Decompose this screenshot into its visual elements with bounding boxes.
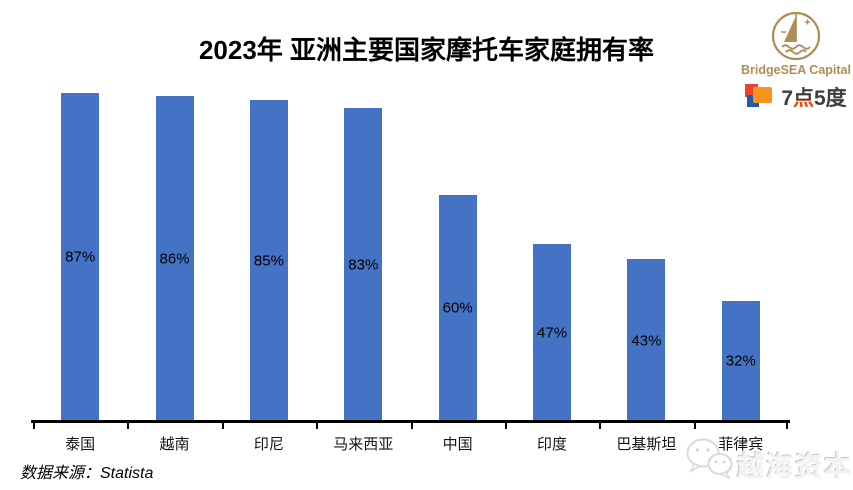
bar-马来西亚: 83% <box>344 107 383 422</box>
x-axis-label-印度: 印度 <box>537 436 568 453</box>
bridgesea-wordmark: BridgeSEA Capital <box>741 63 851 77</box>
bar-泰国: 87% <box>61 92 100 422</box>
bar-value-label: 43% <box>631 332 662 350</box>
bar-印度: 47% <box>533 244 572 422</box>
x-axis-label-泰国: 泰国 <box>65 436 96 453</box>
x-axis-label-越南: 越南 <box>159 436 190 453</box>
axis-tick <box>221 420 224 429</box>
seven-point-five-squares-icon <box>745 84 775 110</box>
bar-菲律宾: 32% <box>721 300 760 422</box>
bar-value-label: 87% <box>65 248 96 266</box>
bar-slot: 43% <box>599 85 693 422</box>
x-axis-label-巴基斯坦: 巴基斯坦 <box>616 436 677 453</box>
orange-square-icon <box>753 87 773 103</box>
axis-tick <box>786 420 788 429</box>
bar-value-label: 32% <box>725 352 756 370</box>
bar-value-label: 47% <box>537 324 568 342</box>
bar-value-label: 83% <box>348 256 379 274</box>
x-axis-label-印尼: 印尼 <box>253 436 284 453</box>
wechat-icon <box>686 438 733 480</box>
axis-tick <box>693 420 696 429</box>
x-axis-labels: 泰国 越南 印尼 马来西亚 中国 印度 巴基斯坦 菲律宾 <box>33 433 788 453</box>
bridgesea-sailboat-logo-icon <box>771 11 821 61</box>
watermark-text: 越海资本 <box>737 452 853 482</box>
x-axis-label-马来西亚: 马来西亚 <box>333 436 394 453</box>
x-axis-label-菲律宾: 菲律宾 <box>718 436 764 453</box>
bar-slot: 60% <box>411 85 505 422</box>
bar-value-label: 85% <box>253 252 284 270</box>
bar-越南: 86% <box>155 96 194 422</box>
x-axis-ticks <box>33 420 788 430</box>
seven-point-five-logo: 7点5度 <box>740 82 852 112</box>
data-source-note: 数据来源：Statista <box>20 465 154 482</box>
bar-巴基斯坦: 43% <box>627 259 666 422</box>
bar-slot: 87% <box>33 85 127 422</box>
bar-slot: 85% <box>222 85 316 422</box>
plot-area: 87% 86% 85% 83% 60% 47% 43% 32% <box>33 85 788 422</box>
seven-point-five-wordmark: 7点5度 <box>781 87 847 110</box>
bar-slot: 83% <box>316 85 410 422</box>
bar-value-label: 86% <box>159 250 190 268</box>
bar-slot: 32% <box>694 85 788 422</box>
bar-slot: 47% <box>505 85 599 422</box>
x-axis-label-中国: 中国 <box>442 436 473 453</box>
bar-印尼: 85% <box>249 100 288 422</box>
axis-tick <box>127 420 130 429</box>
axis-tick <box>316 420 319 429</box>
axis-tick <box>33 420 35 429</box>
bar-slot: 86% <box>127 85 221 422</box>
axis-tick <box>504 420 507 429</box>
branding-block: BridgeSEA Capital 7点5度 <box>740 8 852 112</box>
axis-tick <box>410 420 413 429</box>
watermark: 越海资本 <box>684 436 853 484</box>
axis-tick <box>599 420 602 429</box>
chart-title: 2023年 亚洲主要国家摩托车家庭拥有率 <box>198 35 655 65</box>
bar-value-label: 60% <box>442 299 473 317</box>
bar-中国: 60% <box>438 194 477 422</box>
